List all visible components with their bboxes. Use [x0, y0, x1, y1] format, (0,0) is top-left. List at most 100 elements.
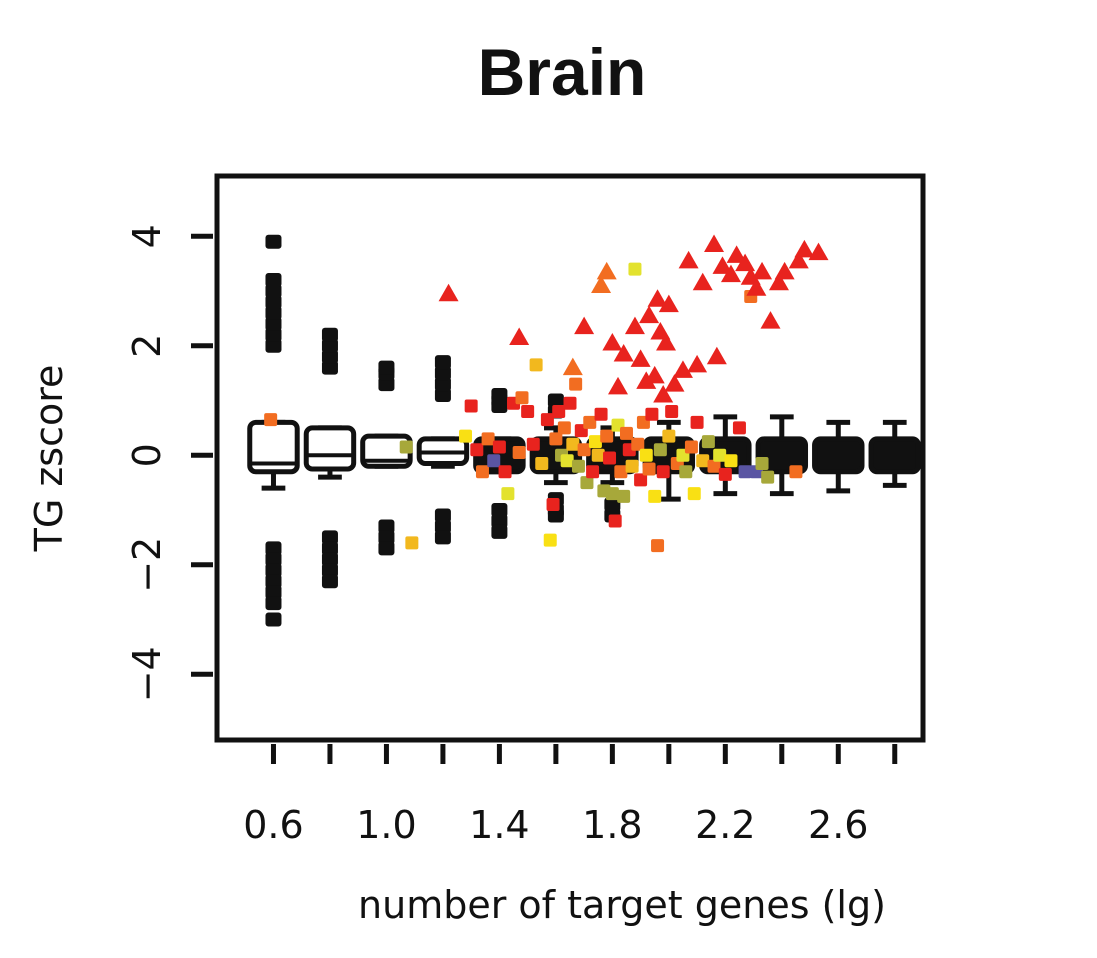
scatter-point-square [475, 465, 489, 479]
scatter-point-square [492, 440, 506, 454]
scatter-point-triangle [720, 264, 741, 283]
boxplot-outlier [547, 508, 564, 523]
scatter-point-square [566, 437, 580, 451]
scatter-point-triangle [656, 333, 677, 351]
scatter-point-square [600, 429, 614, 443]
scatter-point-square [608, 514, 622, 528]
scatter-point-triangle [574, 316, 595, 335]
scatter-point-square [662, 429, 676, 443]
boxplot-1 [303, 327, 357, 589]
y-tick-label: 4 [125, 224, 169, 248]
x-tick-label: 1.8 [582, 803, 642, 847]
scatter-point-square [634, 473, 648, 487]
scatter-point-square [651, 539, 665, 553]
scatter-point-square [591, 448, 605, 462]
scatter-point-square [603, 451, 617, 465]
scatter-point-square [487, 454, 501, 468]
boxplot-outlier [265, 273, 282, 288]
boxplot-box [755, 436, 809, 475]
scatter-point-square [631, 437, 645, 451]
boxplot-outlier [434, 530, 451, 545]
scatter-point-triangle [726, 245, 747, 263]
boxplot-outlier [265, 327, 282, 342]
scatter-point-square [580, 476, 594, 490]
scatter-point-square [529, 358, 543, 372]
scatter-point-triangle [712, 256, 733, 274]
scatter-point-square [563, 396, 577, 410]
scatter-point-square [690, 415, 704, 429]
y-axis: −4 −2 0 2 4 [125, 224, 213, 702]
y-tick-label: 0 [125, 443, 169, 467]
scatter-point-square [399, 440, 413, 454]
boxplot-outlier [321, 349, 338, 364]
scatter-point-square [679, 465, 693, 479]
scatter-point-square [470, 443, 484, 457]
plot-marks [247, 234, 921, 627]
y-tick-label: −2 [125, 537, 169, 593]
scatter-point-triangle [644, 365, 665, 384]
scatter-point-triangle [774, 261, 795, 280]
scatter-point-square [665, 404, 679, 418]
boxplot-2 [360, 360, 413, 556]
scatter-point-triangle [636, 371, 657, 389]
boxplot-outlier [321, 327, 338, 342]
x-tick-label: 0.6 [243, 803, 303, 847]
boxplot-9 [755, 414, 809, 497]
scatter-point-square [588, 435, 602, 449]
scatter-point-triangle [735, 253, 756, 272]
scatter-point-square [639, 448, 653, 462]
boxplot-outlier [434, 519, 451, 534]
scatter-point-triangle [630, 349, 651, 367]
boxplot-3 [416, 355, 470, 545]
scatter-point-square [755, 456, 769, 470]
scatter-point-square [577, 443, 591, 457]
scatter-point-square [498, 465, 512, 479]
scatter-point-triangle [613, 343, 634, 362]
boxplot-outlier [378, 377, 395, 392]
x-axis: 0.6 1.0 1.4 1.8 2.2 2.6 [243, 744, 898, 847]
chart-title: Brain [478, 35, 647, 109]
boxplot-outlier [378, 541, 395, 556]
boxplot-outlier [434, 508, 451, 523]
scatter-point-triangle [602, 333, 623, 351]
scatter-point-square [535, 456, 549, 470]
scatter-point-square [713, 448, 727, 462]
scatter-point-triangle [692, 272, 713, 291]
y-tick-label: 2 [125, 334, 169, 358]
scatter-point-triangle [794, 239, 815, 258]
boxplot-outlier [265, 316, 282, 331]
scatter-point-triangle [647, 289, 668, 307]
scatter-point-square [614, 465, 628, 479]
scatter-point-square [583, 415, 597, 429]
scatter-point-triangle [591, 275, 612, 294]
x-tick-label: 1.4 [469, 803, 529, 847]
scatter-point-square [642, 462, 656, 476]
scatter-point-triangle [760, 311, 781, 329]
scatter-point-triangle [658, 294, 679, 313]
boxplot-outlier [265, 574, 282, 589]
scatter-point-triangle [768, 272, 789, 291]
scatter-point-square [707, 459, 721, 473]
scatter-point-square [648, 489, 662, 503]
boxplot-outlier [265, 552, 282, 567]
boxplot-outlier [321, 530, 338, 545]
scatter-point-square [619, 426, 633, 440]
scatter-point-square [405, 536, 419, 550]
scatter-point-square [481, 432, 495, 446]
scatter-point-square [718, 467, 732, 481]
scatter-point-square [546, 498, 560, 512]
scatter-point-square [459, 429, 473, 443]
boxplot-outlier [491, 513, 508, 528]
y-axis-label: TG zscore [27, 365, 71, 553]
scatter-point-square [687, 487, 701, 501]
boxplot-outlier [265, 294, 282, 309]
boxplot-box [303, 425, 357, 472]
x-tick-label: 2.6 [808, 803, 868, 847]
boxplot-outlier [378, 519, 395, 534]
y-tick-label: −4 [125, 646, 169, 702]
scatter-point-triangle [687, 354, 708, 373]
scatter-point-square [628, 262, 642, 276]
scatter-point-square [521, 404, 535, 418]
boxplot-outlier [604, 497, 621, 512]
